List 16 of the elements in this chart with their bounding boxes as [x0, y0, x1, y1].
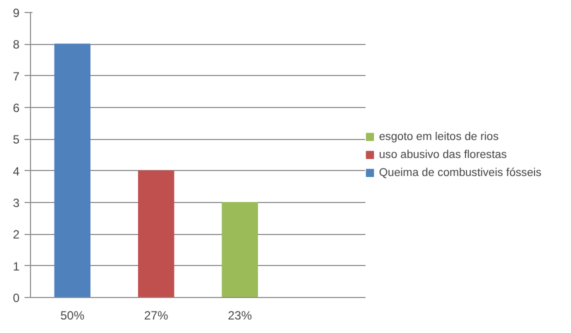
y-tick-label: 5 — [12, 132, 20, 147]
y-tick-label: 7 — [12, 69, 20, 84]
y-tick-label: 1 — [12, 259, 20, 274]
y-tick-label: 8 — [12, 38, 20, 52]
x-tick-label: 27% — [144, 308, 168, 322]
y-tick-label: 9 — [12, 6, 20, 20]
x-tick-label: 23% — [228, 308, 252, 322]
legend-label: Queima de combustiveis fósseis — [379, 166, 542, 178]
y-tick-label: 3 — [12, 196, 20, 210]
y-tick-label: 2 — [12, 228, 20, 242]
legend-label: esgoto em leitos de rios — [379, 130, 499, 142]
y-tick-label: 0 — [12, 291, 20, 305]
y-tick-label: 4 — [12, 164, 20, 178]
y-tick-label: 6 — [12, 101, 20, 115]
legend-label: uso abusivo das florestas — [379, 148, 507, 160]
x-tick-label: 50% — [60, 308, 85, 322]
